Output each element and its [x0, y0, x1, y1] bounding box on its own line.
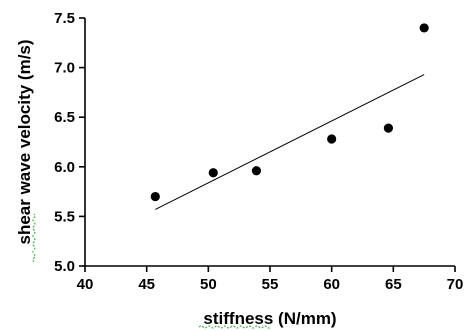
x-tick-label: 60 — [323, 276, 340, 293]
y-tick-label: 5.0 — [54, 258, 75, 275]
x-tick-label: 40 — [77, 276, 94, 293]
y-tick-label: 7.5 — [54, 10, 75, 27]
ticks: 40 45 50 55 60 65 70 5.0 5.5 6.0 6.5 7.0 7.5 — [54, 10, 463, 293]
y-tick-label: 7.0 — [54, 60, 75, 77]
x-tick-label: 65 — [385, 276, 402, 293]
y-tick-label: 5.5 — [54, 208, 75, 225]
data-points — [151, 23, 429, 201]
axes — [85, 18, 455, 266]
axis-titles: stiffness (N/mm) shear wave velocity (m/… — [15, 39, 337, 328]
data-point — [327, 134, 336, 143]
x-tick-label: 70 — [447, 276, 464, 293]
data-point — [209, 168, 218, 177]
x-tick-label: 50 — [200, 276, 217, 293]
y-axis-title: shear wave velocity (m/s) — [15, 39, 34, 244]
data-point — [384, 124, 393, 133]
y-tick-label: 6.0 — [54, 159, 75, 176]
trendline — [155, 75, 424, 210]
data-point — [420, 23, 429, 32]
x-axis-title: stiffness (N/mm) — [203, 309, 336, 328]
trendline-layer — [155, 75, 424, 210]
data-point — [252, 166, 261, 175]
x-tick-label: 55 — [262, 276, 279, 293]
x-tick-label: 45 — [138, 276, 155, 293]
y-tick-label: 6.5 — [54, 109, 75, 126]
data-point — [151, 192, 160, 201]
